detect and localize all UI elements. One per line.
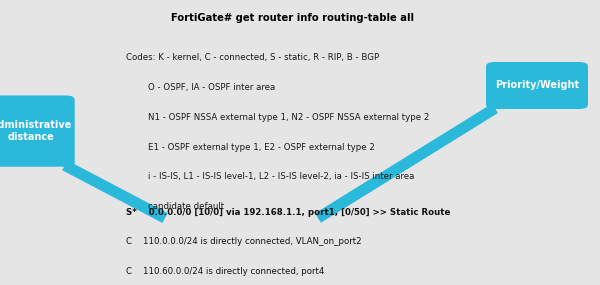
FancyBboxPatch shape xyxy=(486,62,588,109)
Text: Administrative
distance: Administrative distance xyxy=(0,120,72,142)
Text: C    110.60.0.0/24 is directly connected, port4: C 110.60.0.0/24 is directly connected, p… xyxy=(126,267,325,276)
Text: Priority/Weight: Priority/Weight xyxy=(495,80,579,91)
Text: C    110.0.0.0/24 is directly connected, VLAN_on_port2: C 110.0.0.0/24 is directly connected, VL… xyxy=(126,237,362,247)
Text: E1 - OSPF external type 1, E2 - OSPF external type 2: E1 - OSPF external type 1, E2 - OSPF ext… xyxy=(126,142,375,152)
Text: N1 - OSPF NSSA external type 1, N2 - OSPF NSSA external type 2: N1 - OSPF NSSA external type 1, N2 - OSP… xyxy=(126,113,430,122)
Text: O - OSPF, IA - OSPF inter area: O - OSPF, IA - OSPF inter area xyxy=(126,83,275,92)
FancyBboxPatch shape xyxy=(0,95,75,167)
Text: candidate default: candidate default xyxy=(126,202,224,211)
Text: Codes: K - kernel, C - connected, S - static, R - RIP, B - BGP: Codes: K - kernel, C - connected, S - st… xyxy=(126,53,379,62)
Text: FortiGate# get router info routing-table all: FortiGate# get router info routing-table… xyxy=(171,13,414,23)
Text: S*    0.0.0.0/0 [10/0] via 192.168.1.1, port1, [0/50] >> Static Route: S* 0.0.0.0/0 [10/0] via 192.168.1.1, por… xyxy=(126,208,451,217)
Text: i - IS-IS, L1 - IS-IS level-1, L2 - IS-IS level-2, ia - IS-IS inter area: i - IS-IS, L1 - IS-IS level-1, L2 - IS-I… xyxy=(126,172,415,182)
